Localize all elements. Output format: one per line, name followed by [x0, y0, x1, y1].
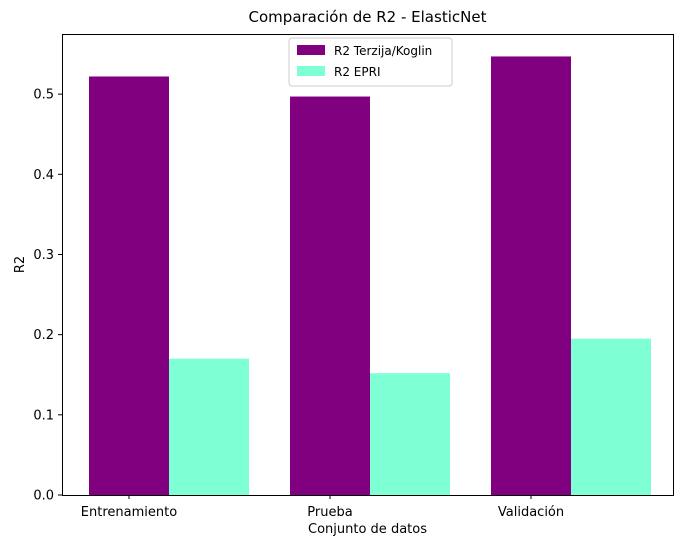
y-tick-label: 0.3 — [33, 248, 54, 263]
y-tick-label: 0.1 — [33, 408, 54, 423]
y-axis-label: R2 — [13, 256, 28, 273]
y-axis: 0.0 0.1 0.2 0.3 0.4 0.5 — [33, 88, 62, 504]
bar-terzija-koglin-0 — [89, 76, 169, 495]
bar-epri-0 — [169, 358, 249, 495]
plot-frame — [62, 34, 674, 496]
x-tick-label: Validación — [498, 505, 564, 520]
y-tick-label: 0.0 — [33, 489, 54, 504]
x-tick-label: Prueba — [307, 505, 352, 520]
legend-swatch — [297, 45, 325, 55]
legend-swatch — [297, 66, 325, 76]
bars-group — [89, 56, 651, 496]
legend-label: R2 Terzija/Koglin — [334, 44, 432, 58]
x-axis: Entrenamiento Prueba Validación — [81, 495, 564, 520]
bar-terzija-koglin-2 — [491, 56, 571, 495]
x-tick-label: Entrenamiento — [81, 505, 177, 520]
legend-box — [288, 37, 453, 87]
chart-title: Comparación de R2 - ElasticNet — [249, 8, 487, 26]
legend: R2 Terzija/Koglin R2 EPRI — [288, 37, 453, 87]
bar-epri-2 — [571, 338, 651, 495]
y-tick-label: 0.2 — [33, 328, 54, 343]
y-tick-label: 0.5 — [33, 88, 54, 103]
bar-epri-1 — [370, 373, 450, 495]
bar-terzija-koglin-1 — [290, 96, 370, 496]
legend-label: R2 EPRI — [334, 65, 380, 79]
x-axis-label: Conjunto de datos — [308, 522, 427, 537]
y-tick-label: 0.4 — [33, 168, 54, 183]
